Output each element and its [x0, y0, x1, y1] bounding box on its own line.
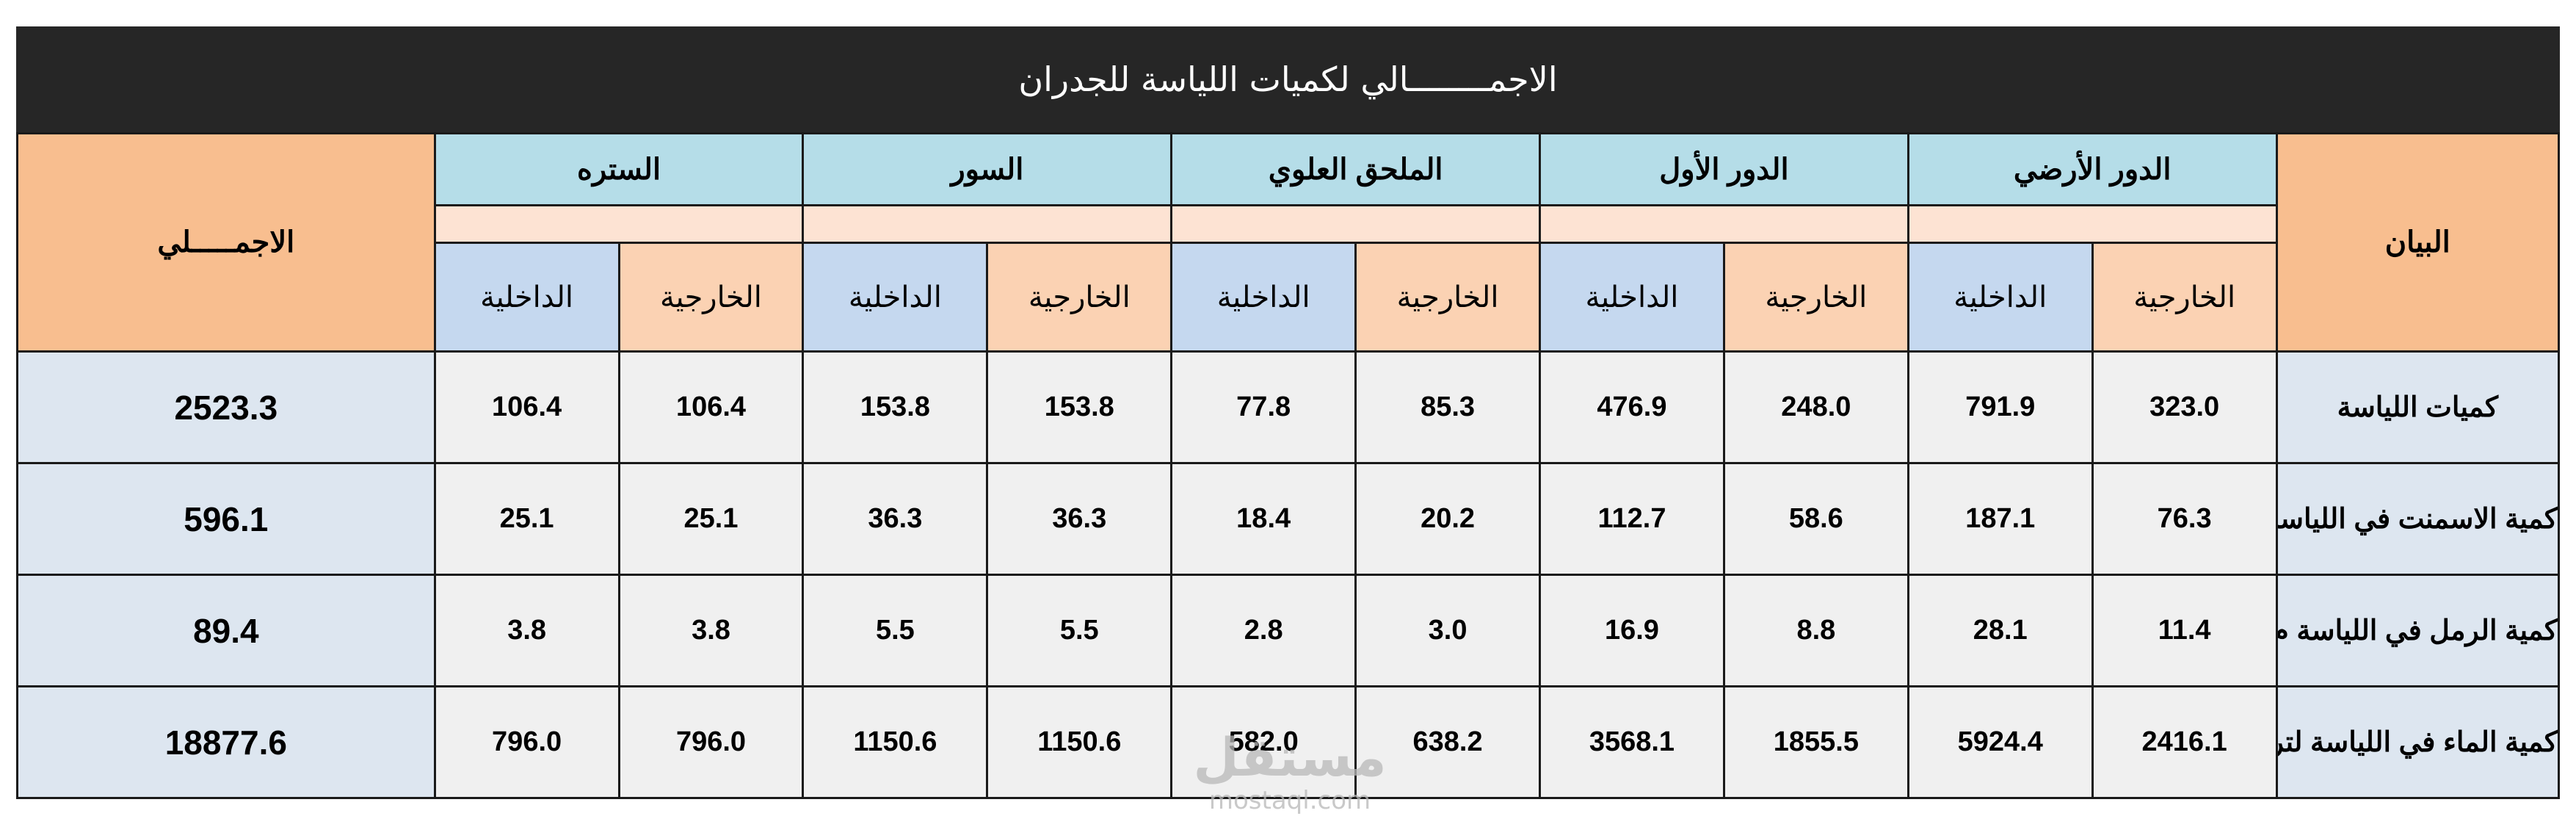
external-header: الخارجية: [2091, 242, 2278, 353]
value-cell: 11.4: [2091, 574, 2278, 687]
value-cell: 76.3: [2091, 462, 2278, 576]
value-cell: 5.5: [986, 574, 1173, 687]
external-header: الخارجية: [617, 242, 805, 353]
sheet-title: الاجمــــــــالي لكميات اللياسة للجدران: [16, 26, 2560, 132]
table-row: كميات اللياسة 323.0 791.9 248.0 476.9 85…: [16, 350, 2561, 464]
value-cell: 323.0: [2091, 350, 2278, 464]
external-header: الخارجية: [1354, 242, 1541, 353]
total-cell: 2523.3: [16, 350, 436, 464]
floor-header-annex: الملحق العلوي: [1170, 132, 1541, 206]
value-cell: 248.0: [1722, 350, 1909, 464]
value-cell: 3.0: [1354, 574, 1541, 687]
spacer-cell: [1539, 204, 1909, 244]
value-cell: 28.1: [1906, 574, 2094, 687]
value-cell: 106.4: [617, 350, 805, 464]
total-cell: 18877.6: [16, 685, 436, 799]
quantities-sheet: الاجمــــــــالي لكميات اللياسة للجدران …: [16, 26, 2561, 815]
internal-header: الداخلية: [802, 242, 989, 353]
total-cell: 596.1: [16, 462, 436, 576]
value-cell: 112.7: [1539, 462, 1725, 576]
value-cell: 25.1: [433, 462, 620, 576]
table-row: كمية الماء في اللياسة لتر 2416.1 5924.4 …: [16, 685, 2561, 799]
value-cell: 5.5: [802, 574, 989, 687]
floor-header-parapet: الستره: [433, 132, 805, 206]
spacer-cell: [1906, 204, 2278, 244]
value-cell: 153.8: [802, 350, 989, 464]
row-label: كمية الماء في اللياسة لتر: [2275, 685, 2561, 799]
floor-header-fence: السور: [802, 132, 1173, 206]
header-row-floors: البيان الدور الأرضي الدور الأول الملحق ا…: [16, 132, 2561, 353]
spacer-cell: [433, 204, 805, 244]
value-cell: 8.8: [1722, 574, 1909, 687]
value-cell: 3.8: [617, 574, 805, 687]
floor-header-first: الدور الأول: [1539, 132, 1909, 206]
value-cell: 796.0: [433, 685, 620, 799]
value-cell: 20.2: [1354, 462, 1541, 576]
header-row-spacer: [18, 204, 2559, 244]
value-cell: 3568.1: [1539, 685, 1725, 799]
row-label: كمية الاسمنت في اللياسة بالكيس: [2275, 462, 2561, 576]
spacer-cell: [802, 204, 1173, 244]
value-cell: 16.9: [1539, 574, 1725, 687]
value-cell: 2.8: [1170, 574, 1357, 687]
value-cell: 153.8: [986, 350, 1173, 464]
value-cell: 18.4: [1170, 462, 1357, 576]
value-cell: 638.2: [1354, 685, 1541, 799]
value-cell: 85.3: [1354, 350, 1541, 464]
header-row-sides: الخارجية الداخلية الخارجية الداخلية الخا…: [18, 242, 2559, 353]
value-cell: 1150.6: [802, 685, 989, 799]
table-row: كمية الاسمنت في اللياسة بالكيس 76.3 187.…: [16, 462, 2561, 576]
value-cell: 36.3: [802, 462, 989, 576]
value-cell: 2416.1: [2091, 685, 2278, 799]
internal-header: الداخلية: [433, 242, 620, 353]
item-column-header: البيان: [2275, 132, 2561, 353]
internal-header: الداخلية: [1170, 242, 1357, 353]
spacer-cell: [1170, 204, 1541, 244]
value-cell: 25.1: [617, 462, 805, 576]
value-cell: 5924.4: [1906, 685, 2094, 799]
value-cell: 582.0: [1170, 685, 1357, 799]
row-label: كميات اللياسة: [2275, 350, 2561, 464]
value-cell: 187.1: [1906, 462, 2094, 576]
external-header: الخارجية: [1722, 242, 1909, 353]
plaster-quantities-table: البيان الدور الأرضي الدور الأول الملحق ا…: [16, 132, 2561, 799]
table-row: كمية الرمل في اللياسة م٣ 11.4 28.1 8.8 1…: [16, 574, 2561, 687]
value-cell: 36.3: [986, 462, 1173, 576]
value-cell: 476.9: [1539, 350, 1725, 464]
row-label: كمية الرمل في اللياسة م٣: [2275, 574, 2561, 687]
total-cell: 89.4: [16, 574, 436, 687]
internal-header: الداخلية: [1539, 242, 1725, 353]
value-cell: 58.6: [1722, 462, 1909, 576]
total-column-header: الاجمـــــلي: [16, 132, 436, 353]
value-cell: 1150.6: [986, 685, 1173, 799]
value-cell: 796.0: [617, 685, 805, 799]
value-cell: 1855.5: [1722, 685, 1909, 799]
value-cell: 3.8: [433, 574, 620, 687]
external-header: الخارجية: [986, 242, 1173, 353]
internal-header: الداخلية: [1906, 242, 2094, 353]
value-cell: 77.8: [1170, 350, 1357, 464]
floor-header-ground: الدور الأرضي: [1906, 132, 2278, 206]
value-cell: 791.9: [1906, 350, 2094, 464]
value-cell: 106.4: [433, 350, 620, 464]
